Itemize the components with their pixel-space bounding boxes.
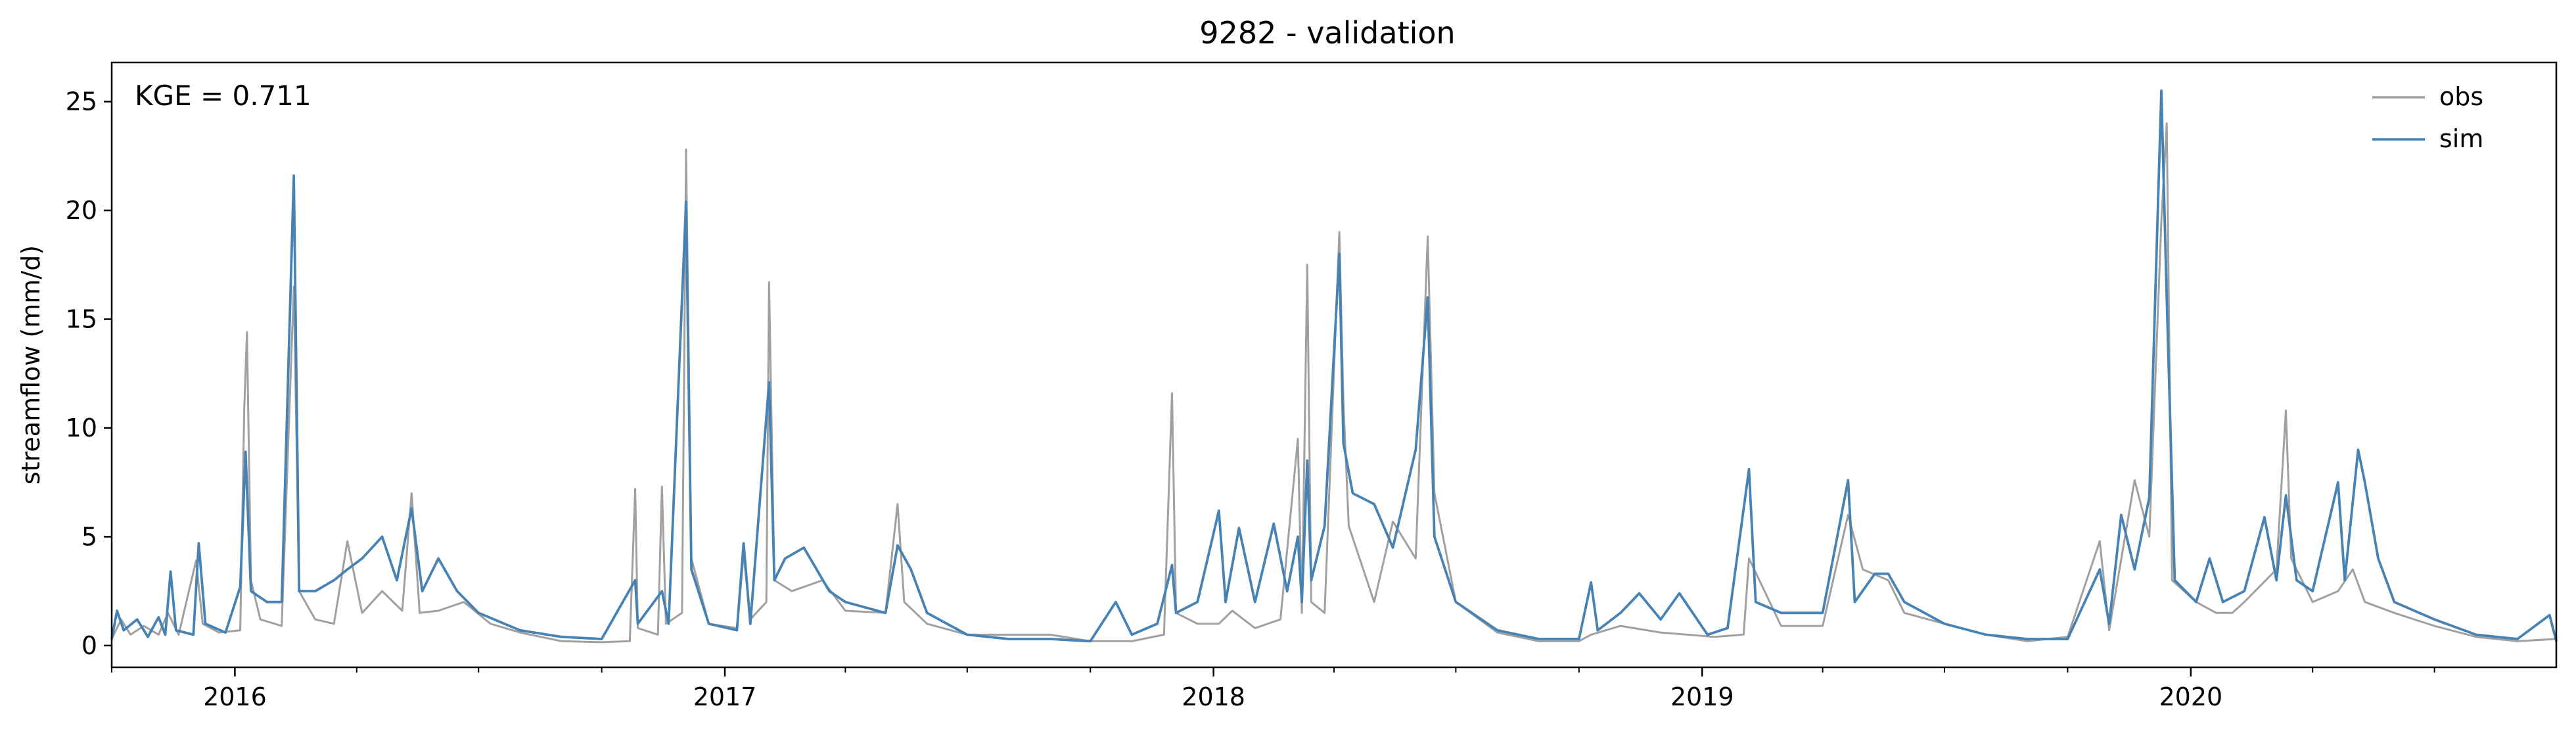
kge-annotation: KGE = 0.711 xyxy=(135,80,311,112)
y-tick-label: 5 xyxy=(81,522,97,551)
y-tick-label: 0 xyxy=(81,631,97,660)
y-axis-ticks: 0 5 10 15 20 25 xyxy=(66,87,112,660)
x-tick-label: 2020 xyxy=(2159,682,2222,711)
y-axis-label: streamflow (mm/d) xyxy=(16,245,45,485)
x-tick-label: 2018 xyxy=(1182,682,1245,711)
legend-label-obs: obs xyxy=(2439,82,2483,111)
x-tick-label: 2017 xyxy=(693,682,757,711)
y-tick-label: 25 xyxy=(66,87,97,116)
series-line-obs xyxy=(110,122,2557,644)
x-tick-label: 2016 xyxy=(203,682,267,711)
chart-title: 9282 - validation xyxy=(1199,15,1455,51)
x-tick-label: 2019 xyxy=(1670,682,1734,711)
legend-label-sim: sim xyxy=(2439,124,2483,153)
y-tick-label: 10 xyxy=(66,414,97,442)
plot-area xyxy=(110,89,2558,644)
x-axis-ticks: 2016 2017 2018 2019 2020 xyxy=(111,667,2435,711)
y-tick-label: 15 xyxy=(66,305,97,334)
legend: obs sim xyxy=(2372,82,2483,153)
y-tick-label: 20 xyxy=(66,196,97,225)
series-line-sim xyxy=(110,89,2558,643)
